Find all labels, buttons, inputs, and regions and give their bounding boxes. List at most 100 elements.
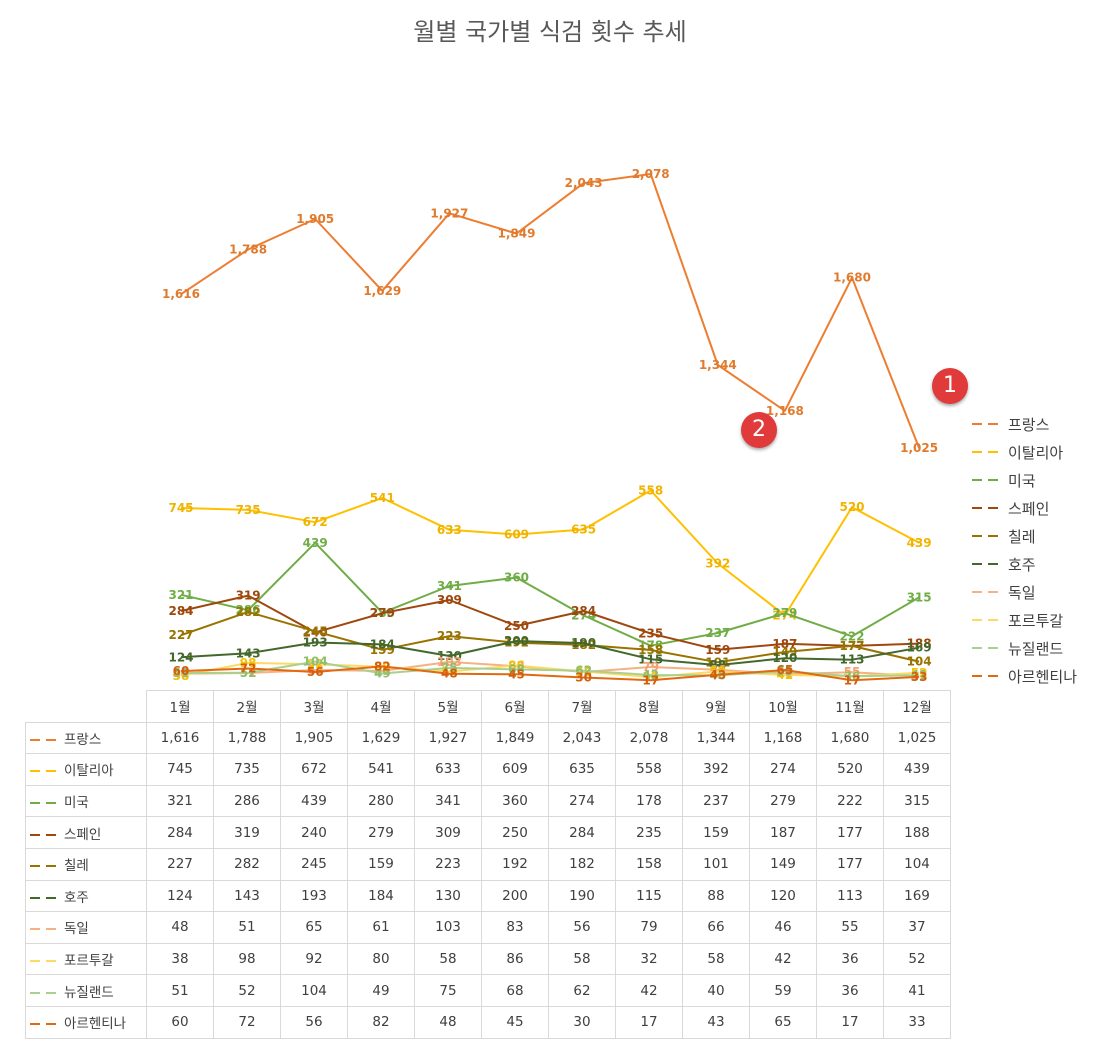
table-cell: 42 [615, 974, 683, 1007]
table-row: 포르투갈 38 98 92 80 58 86 58 32 58 42 36 52 [25, 942, 951, 976]
annotation-badge-1[interactable]: 1 [932, 368, 968, 404]
legend-line-icon [972, 475, 1000, 485]
table-month-header: 8월 [615, 690, 683, 723]
data-label: 279 [370, 606, 395, 620]
legend-item[interactable]: 독일 [972, 578, 1077, 606]
data-label: 2,078 [632, 167, 670, 181]
legend-line-icon [972, 419, 1000, 429]
data-label: 1,927 [430, 206, 468, 220]
table-cell: 1,168 [749, 721, 817, 755]
data-table: 1월 2월 3월 4월 5월 6월 7월 8월 9월 10월 11월 12월 프랑스 1,616 1,78… [25, 690, 951, 1039]
data-label: 672 [303, 515, 328, 529]
table-cell: 237 [682, 784, 750, 818]
table-cell: 98 [213, 942, 281, 976]
data-label: 1,849 [498, 227, 536, 241]
data-label: 1,025 [900, 441, 938, 455]
table-cell: 274 [548, 784, 616, 818]
series-2: 745 735 672 541 633 609 635 558 392 274 520 439 [168, 484, 931, 623]
series-name: 이탈리아 [64, 763, 114, 780]
series-line [180, 640, 920, 667]
series-line [180, 541, 920, 647]
table-cell: 56 [280, 1005, 348, 1039]
table-cell: 177 [816, 816, 884, 849]
data-label: 1,680 [833, 271, 871, 285]
legend-line-icon [30, 830, 58, 840]
legend-label: 이탈리아 [1008, 443, 1064, 462]
table-cell: 61 [347, 911, 415, 944]
table-cell: 79 [615, 911, 683, 944]
data-label: 49 [374, 667, 391, 681]
data-label: 43 [709, 668, 726, 682]
table-cell: 48 [146, 911, 214, 944]
table-cell: 392 [682, 753, 750, 786]
data-label: 745 [168, 501, 193, 515]
data-label: 1,616 [162, 287, 200, 301]
table-cell: 82 [347, 1005, 415, 1039]
table-cell: 222 [816, 784, 884, 818]
table-cell: 341 [414, 784, 482, 818]
legend-item[interactable]: 미국 [972, 466, 1077, 494]
data-label: 17 [844, 673, 861, 687]
legend-item[interactable]: 프랑스 [972, 410, 1077, 438]
table-cell: 1,788 [213, 721, 281, 755]
table-cell: 2,078 [615, 721, 683, 755]
table-cell: 280 [347, 784, 415, 818]
line-chart-plot: 1,616 1,788 1,905 1,629 1,927 1,849 2,043 2,078… [162, 167, 938, 687]
table-cell: 88 [682, 879, 750, 913]
legend-item[interactable]: 스페인 [972, 494, 1077, 522]
table-row: 미국 321 286 439 280 341 360 274 178 237 279 222 315 [25, 784, 951, 818]
table-series-name: 칠레 [25, 847, 147, 881]
series-name: 독일 [64, 921, 89, 938]
series-line [180, 594, 920, 651]
data-label: 41 [911, 668, 928, 682]
data-label: 193 [303, 636, 328, 650]
data-label: 17 [642, 673, 659, 687]
table-cell: 178 [615, 784, 683, 818]
legend-item[interactable]: 아르헨티나 [972, 662, 1077, 690]
table-month-header: 9월 [682, 690, 750, 723]
legend-item[interactable]: 이탈리아 [972, 438, 1077, 466]
table-cell: 279 [347, 816, 415, 849]
legend-line-icon [972, 503, 1000, 513]
table-cell: 159 [682, 816, 750, 849]
table-month-header: 4월 [347, 690, 415, 723]
data-label: 98 [240, 656, 257, 670]
table-header-row: 1월 2월 3월 4월 5월 6월 7월 8월 9월 10월 11월 12월 [25, 690, 951, 723]
legend-item[interactable]: 호주 [972, 550, 1077, 578]
table-cell: 745 [146, 753, 214, 786]
data-label: 541 [370, 491, 395, 505]
data-label: 735 [236, 503, 261, 517]
legend-label: 아르헨티나 [1008, 667, 1078, 686]
data-label: 439 [303, 536, 328, 550]
legend-line-icon [30, 735, 58, 745]
legend-label: 칠레 [1008, 527, 1036, 546]
data-label: 42 [642, 668, 659, 682]
data-label: 315 [907, 590, 932, 604]
data-label: 309 [437, 593, 462, 607]
data-label: 282 [236, 605, 261, 619]
legend-item[interactable]: 칠레 [972, 522, 1077, 550]
table-cell: 193 [280, 879, 348, 913]
data-label: 192 [504, 636, 529, 650]
legend-line-icon [972, 447, 1000, 457]
data-label: 56 [307, 665, 324, 679]
data-label: 1,344 [699, 358, 737, 372]
table-cell: 321 [146, 784, 214, 818]
table-cell: 360 [481, 784, 549, 818]
table-cell: 58 [682, 942, 750, 976]
data-label: 321 [168, 588, 193, 602]
table-series-name: 프랑스 [25, 721, 147, 755]
table-cell: 68 [481, 974, 549, 1007]
table-cell: 609 [481, 753, 549, 786]
table-cell: 284 [548, 816, 616, 849]
data-label: 51 [173, 666, 190, 680]
annotation-badge-2[interactable]: 2 [741, 412, 777, 448]
data-label: 1,905 [296, 212, 334, 226]
legend-item[interactable]: 포르투갈 [972, 606, 1077, 634]
table-cell: 520 [816, 753, 884, 786]
data-label: 62 [575, 664, 592, 678]
table-cell: 55 [816, 911, 884, 944]
legend-line-icon [972, 531, 1000, 541]
legend-item[interactable]: 뉴질랜드 [972, 634, 1077, 662]
legend-line-icon [972, 615, 1000, 625]
